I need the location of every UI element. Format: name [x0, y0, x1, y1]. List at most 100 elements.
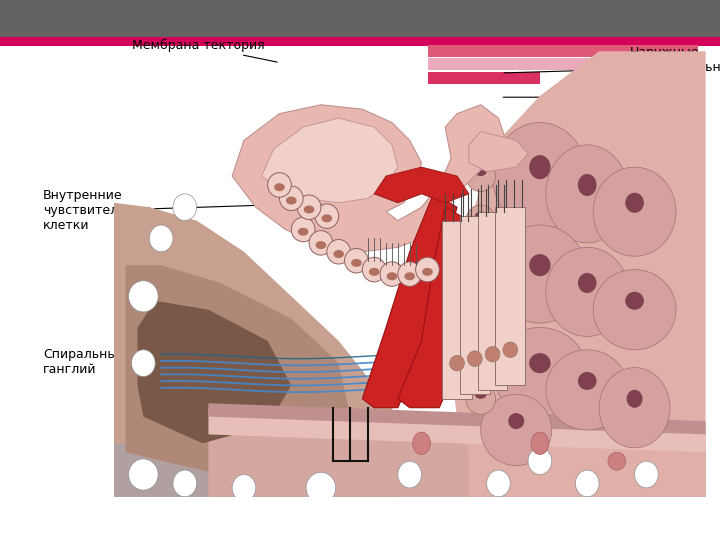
Ellipse shape — [315, 204, 338, 228]
Ellipse shape — [578, 273, 597, 293]
Ellipse shape — [315, 241, 326, 249]
Ellipse shape — [467, 351, 482, 367]
Ellipse shape — [309, 231, 333, 255]
Ellipse shape — [546, 247, 629, 336]
Bar — [0, 0, 720, 37]
Ellipse shape — [474, 390, 487, 399]
Text: Нервные
волокна: Нервные волокна — [270, 437, 328, 496]
Ellipse shape — [306, 472, 336, 503]
Ellipse shape — [232, 475, 256, 501]
Ellipse shape — [173, 470, 197, 497]
Ellipse shape — [466, 160, 495, 192]
Ellipse shape — [481, 394, 552, 465]
Ellipse shape — [380, 262, 404, 286]
Ellipse shape — [398, 262, 421, 286]
Bar — [0, 37, 720, 46]
Ellipse shape — [608, 453, 626, 470]
Ellipse shape — [466, 383, 495, 414]
Ellipse shape — [593, 269, 676, 350]
Text: Наружные
чувствительные
клетки: Наружные чувствительные клетки — [504, 46, 720, 89]
Ellipse shape — [492, 327, 588, 417]
Ellipse shape — [474, 256, 487, 265]
Ellipse shape — [466, 249, 495, 281]
Ellipse shape — [492, 225, 588, 323]
Ellipse shape — [274, 183, 285, 191]
Ellipse shape — [485, 347, 500, 362]
Bar — [428, 58, 605, 70]
Polygon shape — [442, 221, 472, 399]
Polygon shape — [478, 212, 508, 390]
Ellipse shape — [449, 355, 464, 371]
Polygon shape — [469, 132, 528, 172]
Ellipse shape — [634, 461, 658, 488]
Ellipse shape — [578, 174, 597, 196]
Polygon shape — [114, 443, 706, 497]
Ellipse shape — [503, 342, 518, 357]
Polygon shape — [209, 408, 706, 453]
Ellipse shape — [474, 346, 487, 354]
Ellipse shape — [345, 248, 368, 273]
Ellipse shape — [322, 214, 332, 222]
Ellipse shape — [575, 470, 599, 497]
Polygon shape — [374, 167, 469, 203]
Text: Мембрана тектория: Мембрана тектория — [132, 39, 277, 62]
Ellipse shape — [132, 350, 156, 376]
Polygon shape — [262, 118, 398, 203]
Ellipse shape — [268, 173, 292, 197]
Ellipse shape — [333, 250, 344, 258]
Polygon shape — [232, 105, 505, 252]
Ellipse shape — [625, 292, 644, 310]
Ellipse shape — [528, 448, 552, 475]
Ellipse shape — [415, 258, 439, 282]
Ellipse shape — [546, 350, 629, 430]
Ellipse shape — [529, 155, 551, 179]
Ellipse shape — [304, 205, 315, 213]
Ellipse shape — [529, 254, 551, 276]
Ellipse shape — [474, 167, 487, 176]
Ellipse shape — [369, 268, 379, 276]
Ellipse shape — [474, 301, 487, 310]
Polygon shape — [114, 203, 398, 497]
Ellipse shape — [466, 294, 495, 325]
Ellipse shape — [298, 228, 308, 236]
Ellipse shape — [129, 281, 158, 312]
Text: Опорные
клетки: Опорные клетки — [500, 126, 690, 154]
Polygon shape — [209, 426, 706, 497]
Ellipse shape — [405, 272, 415, 280]
Ellipse shape — [492, 123, 588, 230]
Ellipse shape — [297, 195, 321, 219]
Ellipse shape — [327, 240, 351, 264]
Ellipse shape — [625, 193, 644, 213]
Ellipse shape — [466, 339, 495, 370]
Polygon shape — [495, 207, 525, 386]
Ellipse shape — [529, 353, 551, 373]
Polygon shape — [138, 301, 292, 443]
Ellipse shape — [487, 470, 510, 497]
Polygon shape — [362, 194, 457, 408]
Ellipse shape — [508, 413, 524, 429]
Ellipse shape — [387, 272, 397, 280]
Polygon shape — [460, 216, 490, 394]
Ellipse shape — [351, 259, 361, 267]
Ellipse shape — [599, 368, 670, 448]
Text: Внутренние
чувствительные
клетки: Внутренние чувствительные клетки — [43, 189, 263, 232]
Ellipse shape — [362, 258, 386, 282]
Polygon shape — [209, 403, 706, 434]
Bar — [428, 72, 540, 84]
Ellipse shape — [466, 205, 495, 236]
Ellipse shape — [531, 432, 549, 455]
Polygon shape — [451, 51, 706, 497]
Text: Базальная
мембрана: Базальная мембрана — [518, 437, 667, 496]
Ellipse shape — [413, 432, 431, 455]
Polygon shape — [398, 207, 481, 408]
Ellipse shape — [546, 145, 629, 243]
Ellipse shape — [129, 459, 158, 490]
Ellipse shape — [398, 461, 421, 488]
Ellipse shape — [292, 217, 315, 242]
Ellipse shape — [626, 390, 642, 408]
Ellipse shape — [286, 197, 297, 205]
Ellipse shape — [474, 212, 487, 221]
Bar — [428, 45, 698, 57]
Polygon shape — [125, 265, 351, 475]
Text: Спиральный
ганглий: Спиральный ганглий — [43, 346, 155, 376]
